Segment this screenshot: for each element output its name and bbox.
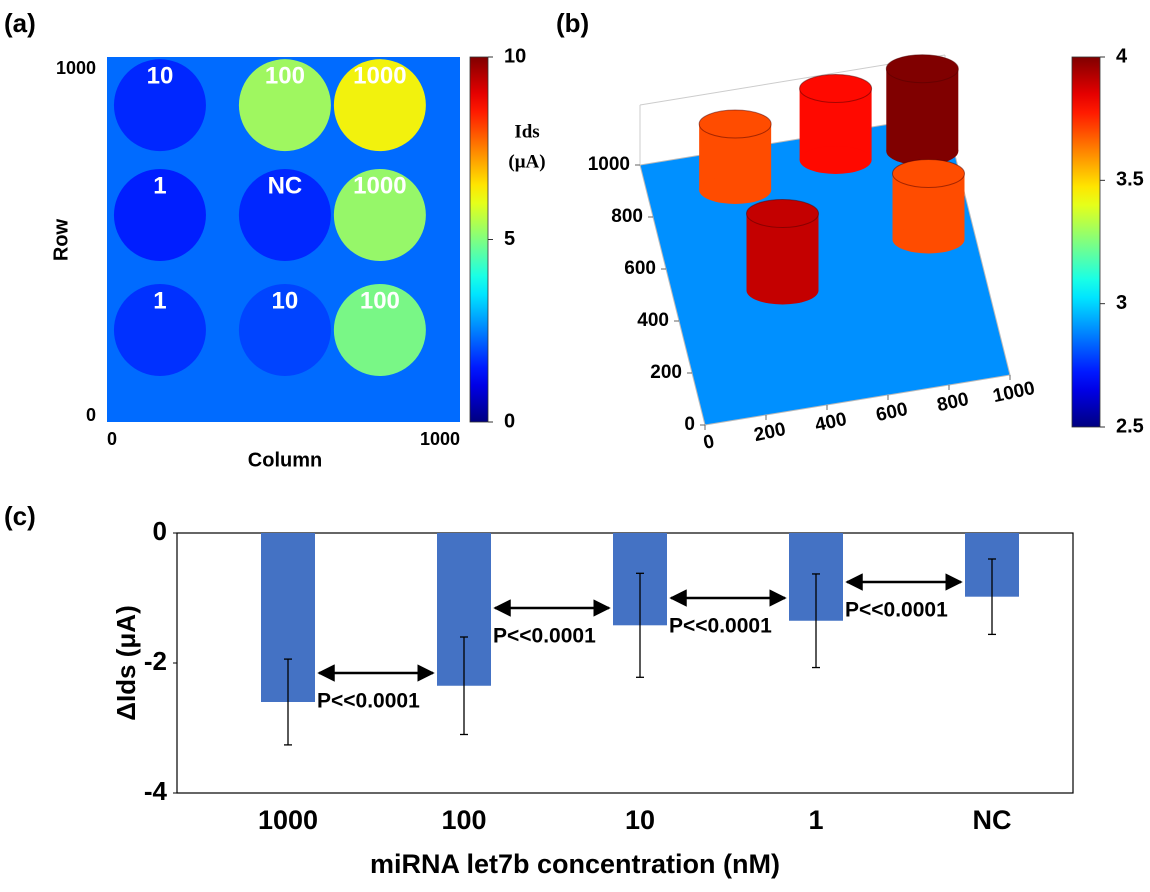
peak bbox=[698, 109, 772, 204]
y-tick-label: 0 bbox=[86, 405, 96, 425]
colorbar-tick-label: 5 bbox=[504, 228, 515, 250]
x-tick-label: 1000 bbox=[991, 378, 1037, 407]
x-tick-label: 0 bbox=[702, 431, 717, 454]
panel-label: (b) bbox=[556, 8, 589, 38]
colorbar-tick-label: 0 bbox=[504, 410, 515, 432]
annotation: P<<0.0001 bbox=[845, 599, 948, 622]
colorbar-label: (μA) bbox=[508, 151, 545, 172]
y-tick-label: 1000 bbox=[56, 58, 96, 78]
x-axis-label: miRNA let7b concentration (nM) bbox=[370, 849, 780, 879]
spot bbox=[333, 169, 426, 262]
x-tick-label: 600 bbox=[874, 399, 909, 426]
colorbar-tick-label: 3.5 bbox=[1116, 169, 1144, 191]
x-tick-label: 400 bbox=[813, 409, 848, 436]
peak-base bbox=[892, 225, 965, 254]
error-bar bbox=[988, 558, 996, 636]
spot bbox=[238, 59, 331, 152]
spot-label: 1 bbox=[153, 287, 166, 314]
x-tick-label: 10 bbox=[625, 805, 655, 835]
peak-top bbox=[746, 199, 819, 228]
peak-top bbox=[698, 109, 772, 139]
peak bbox=[746, 199, 819, 305]
y-tick-label: 0 bbox=[684, 414, 695, 435]
error-bar bbox=[812, 573, 820, 669]
peak bbox=[885, 54, 959, 166]
spot bbox=[333, 284, 426, 377]
panel-label: (a) bbox=[4, 8, 36, 38]
x-tick-label: 800 bbox=[935, 389, 970, 416]
spot bbox=[333, 59, 426, 152]
colorbar bbox=[1071, 56, 1101, 428]
spot-label: 100 bbox=[360, 287, 400, 314]
annotation: P<<0.0001 bbox=[493, 625, 596, 648]
annotation: P<<0.0001 bbox=[669, 615, 772, 638]
peak-base bbox=[799, 146, 872, 174]
spot-label: 1 bbox=[153, 172, 166, 199]
y-tick-label: 0 bbox=[153, 516, 167, 546]
colorbar-label: Ids bbox=[514, 121, 539, 142]
peak-top bbox=[885, 54, 959, 84]
y-tick-label: -2 bbox=[144, 646, 167, 676]
peak bbox=[892, 159, 965, 254]
colorbar-tick-label: 3 bbox=[1116, 292, 1127, 314]
colorbar-tick-label: 4 bbox=[1116, 45, 1128, 67]
spot bbox=[238, 169, 331, 262]
x-tick-label: 1000 bbox=[258, 805, 318, 835]
y-axis-label: ΔIds (μA) bbox=[111, 605, 141, 720]
y-tick-label: 400 bbox=[637, 310, 669, 331]
x-tick-label: 200 bbox=[752, 419, 787, 446]
spot-label: 1000 bbox=[353, 63, 406, 90]
spot-label: 10 bbox=[272, 287, 299, 314]
peak-top bbox=[799, 74, 873, 103]
y-axis-label: Row bbox=[50, 218, 72, 261]
x-tick-label: 0 bbox=[107, 429, 117, 449]
x-tick-label: 100 bbox=[441, 805, 486, 835]
x-axis-label: Column bbox=[248, 449, 322, 471]
y-tick-label: 1000 bbox=[588, 154, 630, 175]
peak-top bbox=[892, 159, 965, 188]
peak-base bbox=[886, 137, 959, 166]
peak-base bbox=[699, 176, 772, 204]
spot-label: NC bbox=[268, 172, 303, 199]
spot bbox=[113, 59, 206, 152]
x-tick-label: 1000 bbox=[420, 429, 460, 449]
panel-label: (c) bbox=[4, 501, 36, 531]
colorbar-tick-label: 2.5 bbox=[1116, 415, 1144, 437]
colorbar-tick-label: 10 bbox=[504, 45, 526, 67]
x-tick-label: NC bbox=[973, 805, 1012, 835]
spot-label: 100 bbox=[265, 63, 305, 90]
x-tick-label: 1 bbox=[808, 805, 823, 835]
y-tick-label: -4 bbox=[144, 776, 168, 806]
error-bar bbox=[636, 572, 644, 678]
peak-base bbox=[746, 276, 819, 305]
spot bbox=[113, 284, 206, 377]
peak bbox=[799, 74, 873, 174]
spot-label: 10 bbox=[147, 63, 174, 90]
y-tick-label: 600 bbox=[624, 258, 656, 279]
spot-label: 1000 bbox=[353, 172, 406, 199]
y-tick-label: 200 bbox=[650, 362, 682, 383]
y-tick-label: 800 bbox=[611, 206, 643, 227]
spot bbox=[238, 284, 331, 377]
annotation: P<<0.0001 bbox=[317, 690, 420, 713]
colorbar bbox=[469, 56, 489, 423]
spot bbox=[113, 169, 206, 262]
error-bar bbox=[284, 658, 292, 746]
error-bar bbox=[460, 636, 468, 736]
